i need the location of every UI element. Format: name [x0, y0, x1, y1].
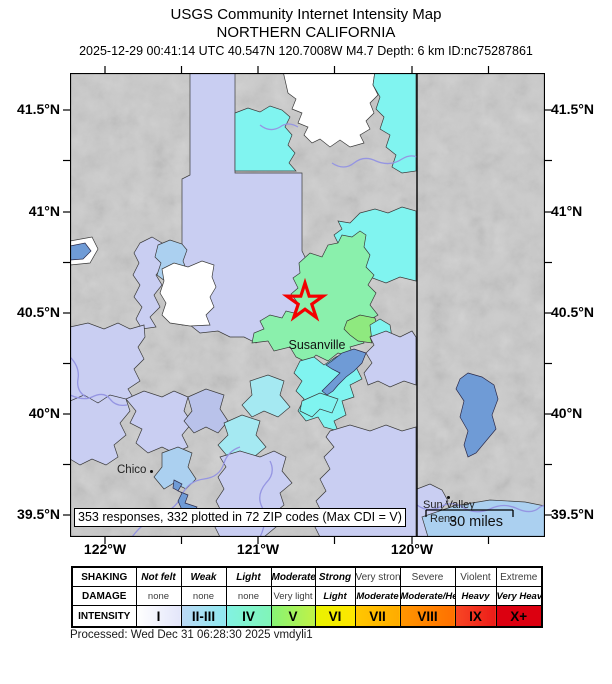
legend-intensity-cell: VI	[314, 605, 356, 628]
legend-damage-cell: Heavy	[454, 586, 497, 606]
lat-label-right: 40°N	[551, 405, 583, 421]
river	[259, 123, 299, 131]
lat-label-right: 41°N	[551, 203, 583, 219]
legend-intensity-cell: II-III	[180, 605, 227, 628]
event-info: 2025-12-29 00:41:14 UTC 40.547N 120.7008…	[79, 44, 533, 58]
legend-intensity-cell: I	[135, 605, 182, 628]
zip-region	[363, 330, 417, 388]
epicenter-star	[281, 277, 329, 322]
lat-label-right: 41.5°N	[551, 101, 594, 117]
legend-intensity-cell: IX	[454, 605, 497, 628]
lat-label-left: 39.5°N	[17, 506, 60, 522]
river	[70, 393, 128, 407]
intensity-legend: SHAKING Not felt Weak Light Moderate Str…	[71, 566, 543, 628]
response-summary-box: 353 responses, 332 plotted in 72 ZIP cod…	[74, 508, 406, 527]
zip-region	[372, 73, 417, 174]
legend-damage-cell: none	[180, 586, 227, 606]
lat-label-right: 40.5°N	[551, 304, 594, 320]
place-label-chico: Chico	[117, 464, 147, 476]
lat-label-left: 40°N	[28, 405, 60, 421]
town-dot-sun-valley	[447, 496, 450, 499]
lat-label-right: 39.5°N	[551, 506, 594, 522]
lon-label: 121°W	[236, 541, 280, 557]
legend-damage-cell: Very light	[270, 586, 316, 606]
legend-intensity-cell: IV	[225, 605, 272, 628]
legend-row-label: INTENSITY	[71, 605, 137, 628]
legend-row-label: DAMAGE	[71, 586, 137, 606]
place-label-reno: Reno	[430, 513, 457, 525]
zip-region	[343, 314, 379, 344]
zip-region	[125, 390, 193, 454]
legend-intensity-cell: VIII	[399, 605, 456, 628]
page-title: USGS Community Internet Intensity Map	[170, 6, 442, 23]
zip-region	[159, 260, 217, 327]
map-border	[70, 73, 545, 537]
legend-intensity-cell: VII	[354, 605, 401, 628]
zip-region	[421, 499, 545, 537]
processed-timestamp: Processed: Wed Dec 31 06:28:30 2025 vmdy…	[70, 629, 313, 641]
river	[331, 155, 418, 168]
place-label-susanville: Susanville	[288, 338, 346, 352]
place-label-sun-valley: Sun Valley	[423, 499, 475, 511]
river	[416, 503, 545, 513]
zip-region	[241, 374, 291, 418]
town-dot-chico	[150, 470, 153, 473]
legend-row-damage: DAMAGE none none none Very light Light M…	[71, 586, 543, 606]
zip-region-layer	[70, 73, 545, 537]
lat-label-left: 40.5°N	[17, 304, 60, 320]
legend-intensity-cell: X+	[495, 605, 543, 628]
river	[70, 356, 87, 398]
lake-layer	[70, 236, 499, 514]
zip-region	[299, 392, 339, 418]
lat-label-left: 41°N	[28, 203, 60, 219]
zip-region	[283, 73, 379, 148]
intensity-map	[70, 73, 545, 537]
scale-bar	[425, 509, 514, 517]
lake-honey	[321, 348, 367, 396]
zip-region	[70, 394, 131, 466]
legend-damage-cell: Moderate/Heavy	[399, 586, 456, 606]
legend-damage-cell: Very Heavy	[495, 586, 543, 606]
scale-bar-label: 30 miles	[449, 514, 503, 530]
legend-row-intensity: INTENSITY I II-III IV V VI VII VIII IX X…	[71, 605, 543, 628]
lon-label: 120°W	[390, 541, 434, 557]
zip-region	[234, 105, 297, 172]
lake-shasta	[70, 242, 92, 261]
lat-label-left: 41.5°N	[17, 101, 60, 117]
lake-pyramid	[455, 372, 499, 458]
legend-damage-cell: none	[135, 586, 182, 606]
zip-region	[183, 388, 229, 434]
lon-label: 122°W	[83, 541, 127, 557]
legend-intensity-cell: V	[270, 605, 316, 628]
region-title: NORTHERN CALIFORNIA	[216, 24, 396, 41]
legend-row-shaking: SHAKING Not felt Weak Light Moderate Str…	[71, 566, 543, 587]
